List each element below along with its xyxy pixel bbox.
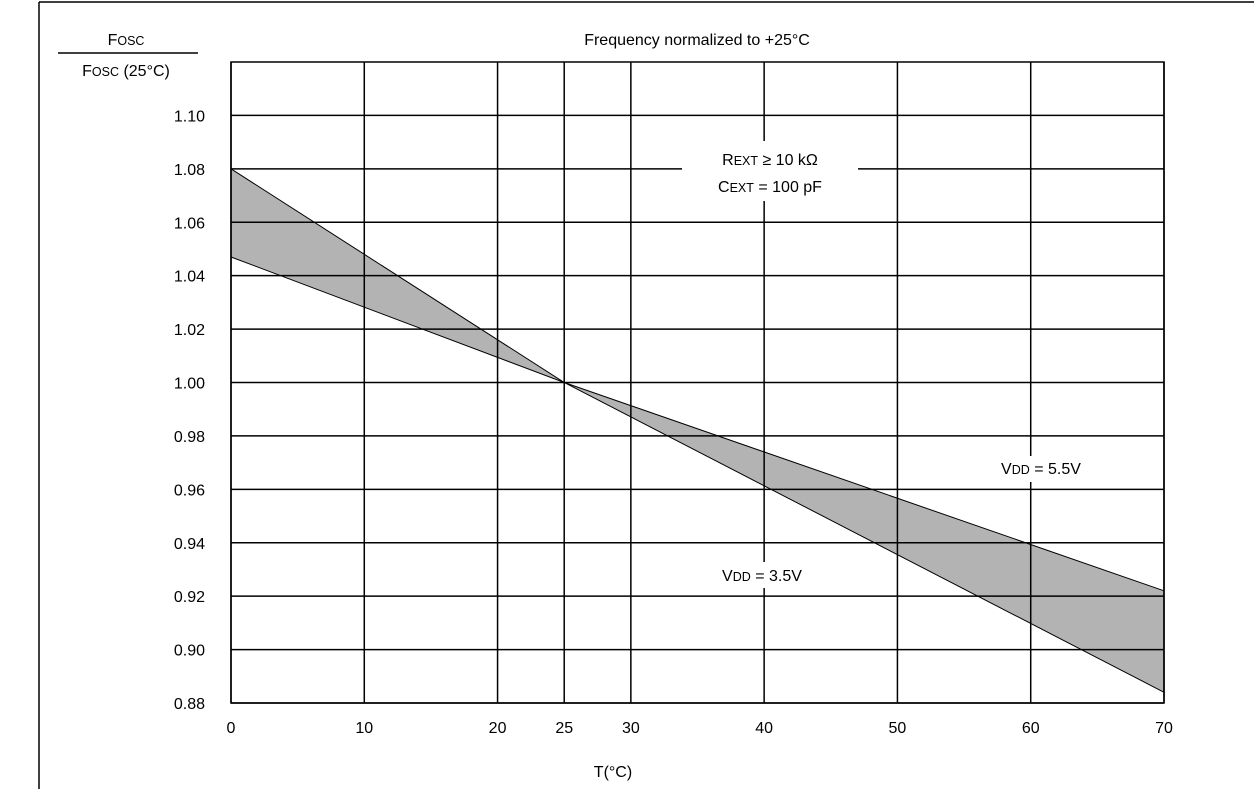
conditions-box: [682, 141, 858, 201]
plot-frame: [230, 61, 1165, 704]
vdd-low-annotation: VDD = 3.5V: [700, 562, 824, 588]
x-tick-label: 40: [755, 720, 773, 737]
x-tick-label: 70: [1155, 720, 1173, 737]
conditions-annotation: REXT ≥ 10 kΩ CEXT = 100 pF: [682, 141, 858, 201]
x-tick-label: 10: [355, 720, 373, 737]
band-layer: [231, 168, 1164, 693]
annotation-vdd-low: VDD = 3.5V: [722, 568, 802, 585]
x-tick-labels: 0 10 20 25 30 40 50 60 70: [227, 720, 1173, 737]
y-label-numerator: FOSC: [108, 32, 145, 49]
x-tick-label: 50: [889, 720, 907, 737]
annotation-cext: CEXT = 100 pF: [718, 179, 822, 196]
y-tick-label: 0.94: [174, 536, 205, 553]
annotation-rext: REXT ≥ 10 kΩ: [722, 152, 818, 169]
x-tick-label: 60: [1022, 720, 1040, 737]
vdd-high-label-bg: [980, 456, 1102, 482]
vdd-low-label-bg: [700, 562, 824, 588]
y-tick-labels: 0.88 0.90 0.92 0.94 0.96 0.98 1.00 1.02 1.04 1.06…: [174, 108, 205, 713]
y-tick-label: 1.08: [174, 162, 205, 179]
vdd-high-annotation: VDD = 5.5V: [980, 456, 1102, 482]
y-tick-label: 1.00: [174, 376, 205, 393]
y-tick-label: 1.02: [174, 322, 205, 339]
y-label-denominator: FOSC (25°C): [82, 63, 170, 80]
y-tick-label: 0.90: [174, 643, 205, 660]
y-tick-label: 0.88: [174, 696, 205, 713]
y-tick-label: 1.06: [174, 215, 205, 232]
x-tick-label: 30: [622, 720, 640, 737]
y-tick-label: 0.92: [174, 589, 205, 606]
y-axis-label: FOSC FOSC (25°C): [58, 32, 198, 80]
y-tick-label: 1.04: [174, 269, 205, 286]
y-tick-label: 0.96: [174, 482, 205, 499]
x-tick-label: 20: [489, 720, 507, 737]
chart-title: Frequency normalized to +25°C: [584, 32, 810, 49]
x-tick-label: 0: [227, 720, 236, 737]
series-line: [230, 256, 1165, 592]
y-tick-label: 1.10: [174, 108, 205, 125]
y-tick-label: 0.98: [174, 429, 205, 446]
x-axis-label: T(°C): [594, 764, 632, 781]
shaded-band: [231, 168, 1164, 693]
series-line-layer: [230, 168, 1165, 693]
annotation-vdd-high: VDD = 5.5V: [1001, 461, 1081, 478]
x-tick-label: 25: [555, 720, 573, 737]
